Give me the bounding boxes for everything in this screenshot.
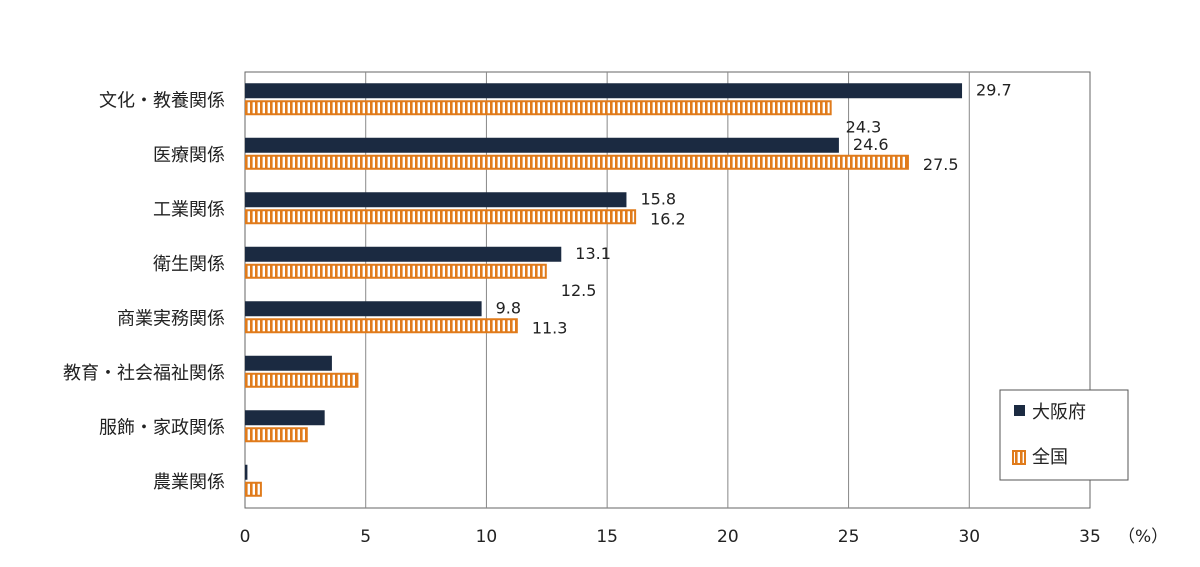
- category-label: 文化・教養関係: [99, 90, 225, 111]
- category-label: 衛生関係: [153, 254, 225, 275]
- legend-label-national: 全国: [1032, 447, 1068, 468]
- data-label-national: 27.5: [923, 155, 959, 174]
- bar-national: [245, 154, 909, 170]
- x-tick-label: 15: [596, 527, 618, 547]
- bar-national: [245, 209, 637, 225]
- x-axis-unit: （%）: [1118, 527, 1168, 547]
- data-label-national: 12.5: [561, 281, 597, 300]
- legend-swatch-national: [1012, 450, 1026, 465]
- bar-osaka: [245, 301, 482, 317]
- category-label: 教育・社会福祉関係: [63, 363, 225, 384]
- data-label-national: 24.3: [846, 117, 882, 136]
- bar-osaka: [245, 355, 332, 371]
- category-label: 農業関係: [153, 472, 225, 493]
- legend-label-osaka: 大阪府: [1032, 402, 1086, 423]
- bar-national: [245, 427, 308, 443]
- bar-national: [245, 481, 262, 497]
- category-label: 服飾・家政関係: [99, 417, 225, 438]
- x-tick-label: 35: [1079, 527, 1101, 547]
- bar-national: [245, 318, 518, 334]
- category-label: 医療関係: [153, 145, 225, 166]
- grid-lines: [244, 71, 1091, 509]
- legend: 大阪府 全国: [999, 389, 1129, 481]
- data-label-osaka: 29.7: [976, 80, 1012, 99]
- x-tick-label: 0: [240, 527, 251, 547]
- category-label: 商業実務関係: [117, 308, 225, 329]
- data-label-osaka: 13.1: [575, 244, 611, 263]
- x-tick-label: 30: [958, 527, 980, 547]
- x-tick-label: 10: [476, 527, 498, 547]
- bar-osaka: [245, 137, 839, 153]
- data-label-osaka: 24.6: [853, 135, 889, 154]
- bar-osaka: [245, 246, 562, 262]
- bar-national: [245, 372, 359, 388]
- data-label-osaka: 15.8: [640, 189, 676, 208]
- legend-swatch-osaka: [1014, 405, 1025, 416]
- plot-area: [244, 71, 1091, 509]
- bar-national: [245, 100, 832, 116]
- data-label-national: 16.2: [650, 209, 686, 228]
- bar-osaka: [245, 83, 963, 99]
- x-axis: 0 5 10 15 20 25 30 35 （%）: [240, 527, 1169, 547]
- data-label-osaka: 9.8: [496, 298, 521, 317]
- bar-osaka: [245, 192, 627, 208]
- labels: 文化・教養関係 29.7 24.3 医療関係 24.6 27.5 工業関係 15.816.2 衛…: [63, 80, 1012, 493]
- x-tick-label: 20: [717, 527, 739, 547]
- bars: [245, 83, 963, 497]
- data-label-national: 11.3: [532, 318, 568, 337]
- x-tick-label: 25: [838, 527, 860, 547]
- category-label: 工業関係: [153, 199, 225, 220]
- bar-osaka: [245, 464, 248, 480]
- x-tick-label: 5: [360, 527, 371, 547]
- bar-national: [245, 263, 547, 279]
- bar-osaka: [245, 410, 325, 426]
